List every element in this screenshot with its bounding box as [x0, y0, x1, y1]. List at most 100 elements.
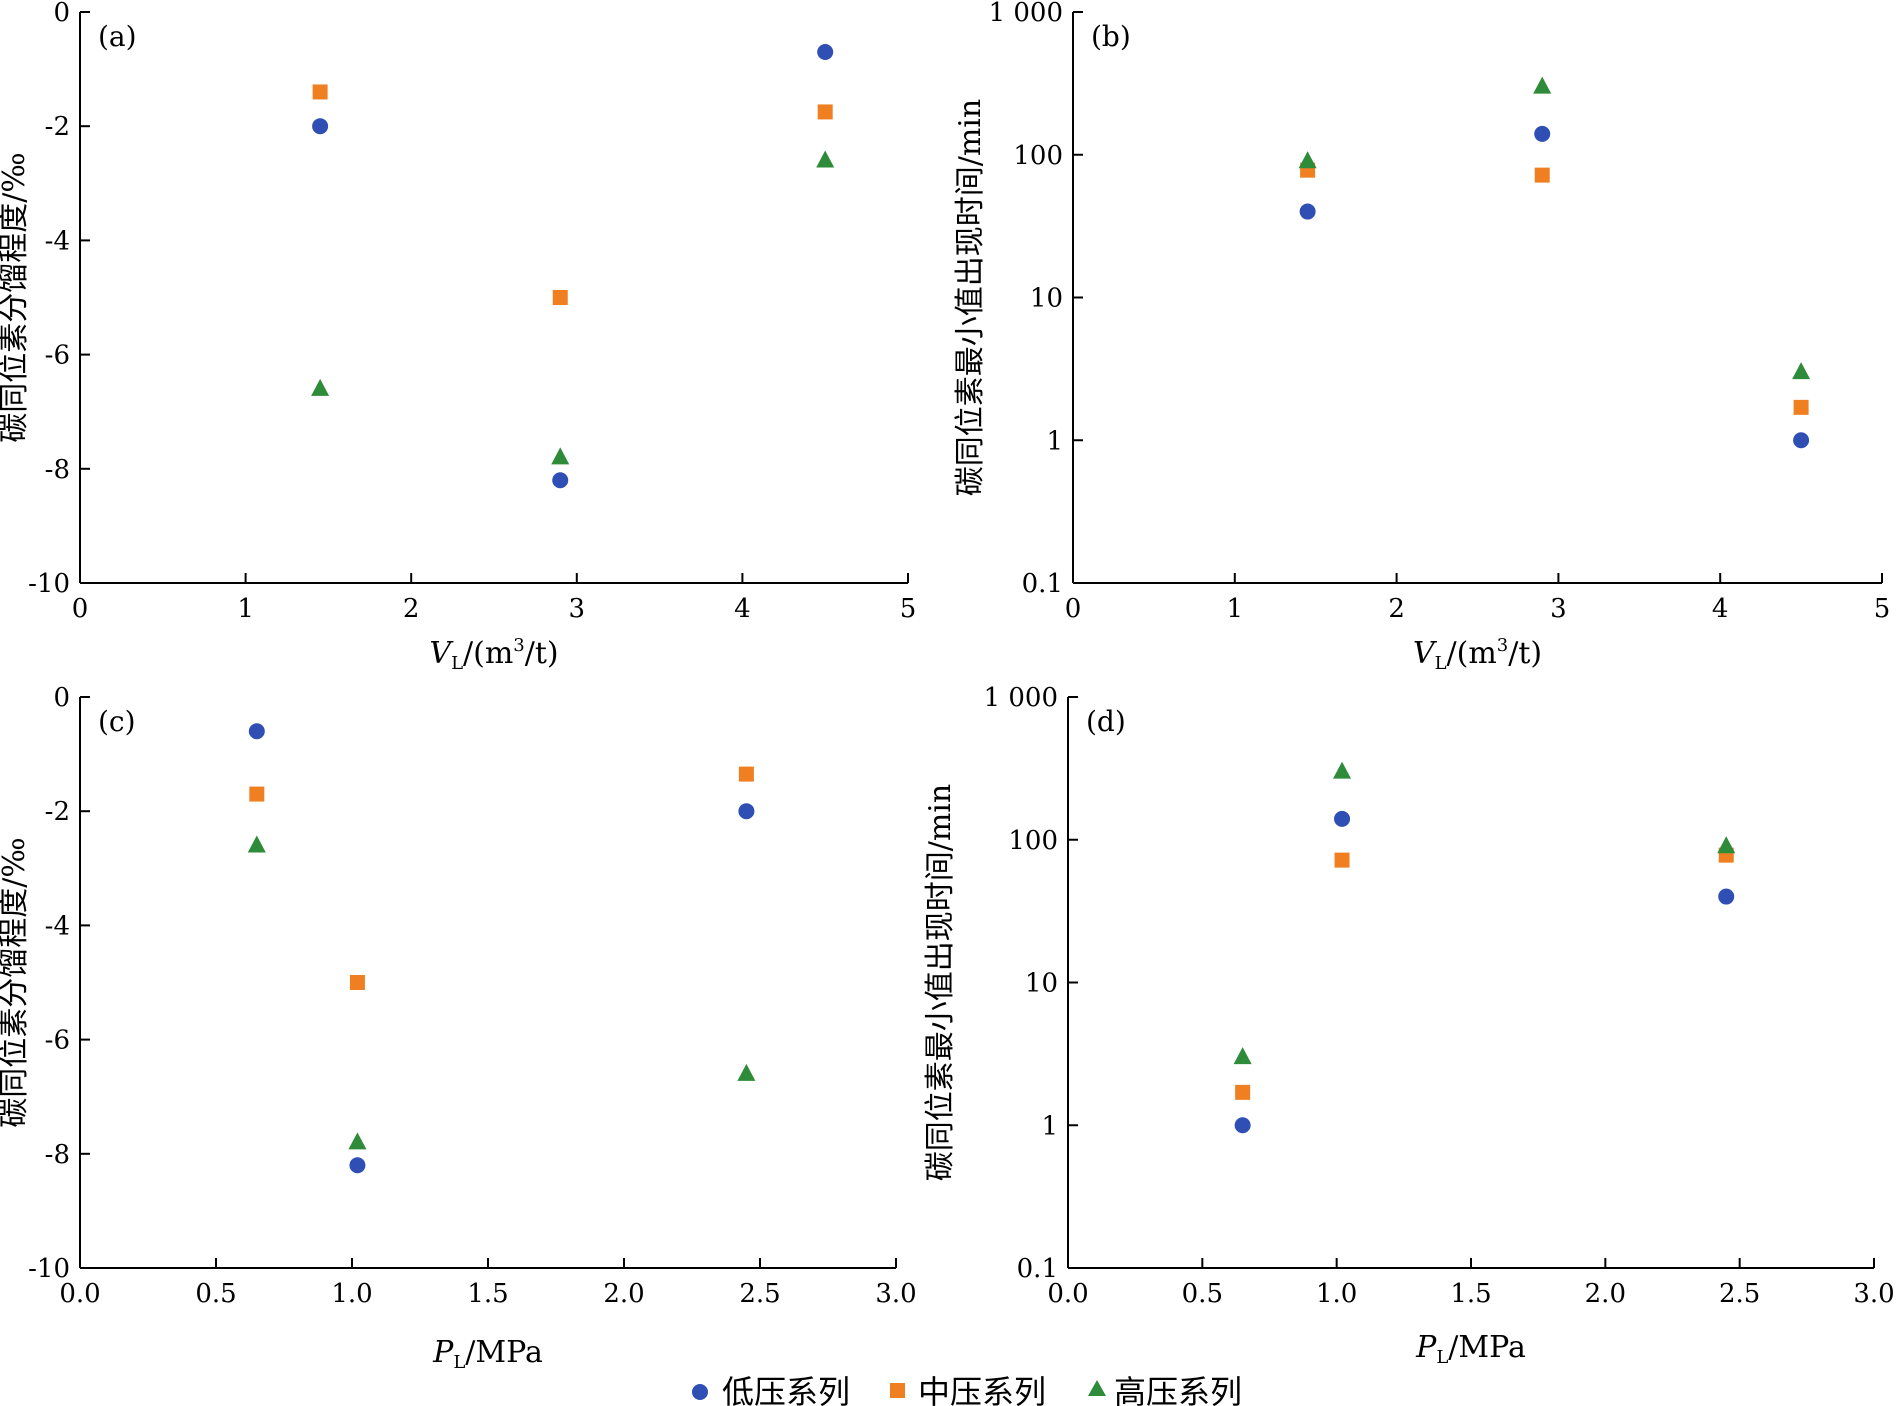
y-axis-title: 碳同位素分馏程度/‰ — [0, 837, 32, 1127]
data-point-mid — [552, 290, 568, 305]
y-axis-title: 碳同位素分馏程度/‰ — [0, 152, 32, 442]
legend-marker-low — [692, 1384, 708, 1400]
x-tick-label: 0 — [1065, 594, 1082, 624]
x-axis-title-unit: /(m — [1447, 636, 1497, 671]
y-tick-label: 0.1 — [1017, 1254, 1058, 1284]
data-point-low — [312, 118, 329, 135]
x-tick-label: 5 — [900, 594, 917, 624]
x-tick-label: 1.0 — [1316, 1279, 1357, 1309]
x-axis-title-sub: L — [1436, 1347, 1448, 1368]
y-tick-label: -8 — [45, 455, 70, 485]
panel-label: (d) — [1086, 705, 1126, 738]
x-tick-label: 1 — [1227, 594, 1244, 624]
x-tick-label: 3.0 — [875, 1279, 916, 1309]
data-point-high — [1717, 836, 1736, 854]
data-point-high — [1298, 151, 1317, 169]
y-tick-label: 0.1 — [1022, 569, 1063, 599]
y-tick-label: 1 000 — [984, 683, 1058, 713]
x-tick-label: 1 — [237, 594, 254, 624]
x-axis-title-unit: /MPa — [1448, 1330, 1526, 1365]
y-tick-label: 100 — [1013, 141, 1063, 171]
x-tick-label: 0.5 — [1182, 1279, 1223, 1309]
data-point-high — [816, 150, 835, 168]
x-axis-title: PL/MPa — [1415, 1330, 1526, 1368]
data-point-mid — [249, 786, 265, 802]
data-point-high — [311, 378, 330, 396]
x-axis-title-sub: L — [1435, 653, 1447, 674]
x-axis-title-sub: L — [451, 653, 463, 674]
data-point-high — [551, 447, 570, 465]
data-point-low — [1534, 125, 1551, 142]
x-axis-title-sup: 3 — [1497, 635, 1508, 656]
x-axis-title-sup: 3 — [513, 635, 524, 656]
data-point-low — [1718, 888, 1735, 905]
y-tick-label: -4 — [45, 226, 70, 256]
data-point-low — [738, 803, 755, 820]
chart-panel-c: 0.0 0.5 1.0 1.5 2.0 2.5 3.0 0 -2 -4 -6 -8 -10 (c) 碳同位素… — [0, 683, 917, 1373]
x-axis-title-var: P — [1415, 1330, 1437, 1365]
data-point-low — [1234, 1117, 1251, 1134]
data-point-mid — [1235, 1084, 1251, 1100]
y-tick-label: -6 — [45, 1026, 70, 1056]
chart-panel-d: 0.0 0.5 1.0 1.5 2.0 2.5 3.0 1 000 100 10 1 0.1 (d) 碳同… — [923, 683, 1895, 1368]
y-tick-label: 1 — [1041, 1111, 1058, 1141]
x-tick-label: 3 — [1550, 594, 1567, 624]
x-tick-label: 2.0 — [603, 1279, 644, 1309]
x-tick-label: 0.0 — [59, 1279, 100, 1309]
x-tick-label: 2 — [403, 594, 420, 624]
legend-label-low: 低压系列 — [722, 1373, 850, 1406]
y-tick-label: -10 — [28, 1254, 70, 1284]
x-axis-title-var: P — [432, 1335, 454, 1370]
x-axis-title-tail: /t) — [525, 636, 559, 671]
y-axis-title: 碳同位素最小值出现时间/min — [923, 784, 958, 1181]
x-tick-label: 2.0 — [1585, 1279, 1626, 1309]
x-tick-label: 5 — [1874, 594, 1891, 624]
y-axis-title: 碳同位素最小值出现时间/min — [953, 99, 988, 496]
x-tick-label: 2 — [1388, 594, 1405, 624]
x-tick-label: 3.0 — [1853, 1279, 1894, 1309]
y-tick-label: 10 — [1030, 284, 1063, 314]
y-tick-label: 10 — [1025, 969, 1058, 999]
y-tick-label: -8 — [45, 1140, 70, 1170]
data-point-high — [1533, 76, 1552, 94]
panel-label: (a) — [98, 20, 137, 53]
legend-label-high: 高压系列 — [1114, 1373, 1242, 1406]
x-tick-label: 4 — [734, 594, 751, 624]
data-point-low — [552, 472, 569, 489]
data-point-low — [1299, 203, 1316, 220]
data-point-low — [349, 1157, 366, 1174]
y-tick-label: 0 — [53, 683, 70, 713]
data-point-mid — [1334, 852, 1350, 868]
data-point-high — [737, 1063, 756, 1081]
data-point-mid — [349, 975, 365, 990]
x-axis-title: VL/(m3/t) — [1413, 635, 1542, 674]
data-point-low — [1334, 810, 1351, 827]
y-tick-label: 0 — [53, 0, 70, 28]
y-tick-label: -10 — [28, 569, 70, 599]
x-axis-title-tail: /t) — [1508, 636, 1542, 671]
data-point-high — [247, 835, 266, 853]
panel-label: (c) — [98, 705, 136, 738]
x-axis-title-var: V — [429, 636, 454, 671]
x-tick-label: 1.5 — [1450, 1279, 1491, 1309]
x-axis-title-unit: /(m — [463, 636, 513, 671]
x-axis-title: PL/MPa — [432, 1335, 543, 1373]
x-tick-label: 2.5 — [739, 1279, 780, 1309]
x-axis-title-sub: L — [453, 1352, 465, 1373]
x-tick-label: 3 — [569, 594, 586, 624]
data-point-high — [1792, 362, 1811, 380]
x-tick-label: 1.0 — [331, 1279, 372, 1309]
data-point-high — [348, 1132, 367, 1150]
legend-marker-high — [1088, 1380, 1106, 1396]
x-axis-title: VL/(m3/t) — [429, 635, 558, 674]
chart-panels: 0 1 2 3 4 50-2-4-6-8-10(a)碳同位素分馏程度/‰VL/(m3/t)… — [0, 0, 1895, 1373]
y-tick-label: -6 — [45, 341, 70, 371]
data-point-mid — [817, 104, 833, 120]
y-tick-label: -2 — [45, 797, 70, 827]
data-point-low — [1793, 432, 1810, 449]
x-axis-title-unit: /MPa — [465, 1335, 543, 1370]
x-tick-label: 1.5 — [467, 1279, 508, 1309]
y-tick-label: -2 — [45, 112, 70, 142]
legend-label-mid: 中压系列 — [918, 1373, 1046, 1406]
